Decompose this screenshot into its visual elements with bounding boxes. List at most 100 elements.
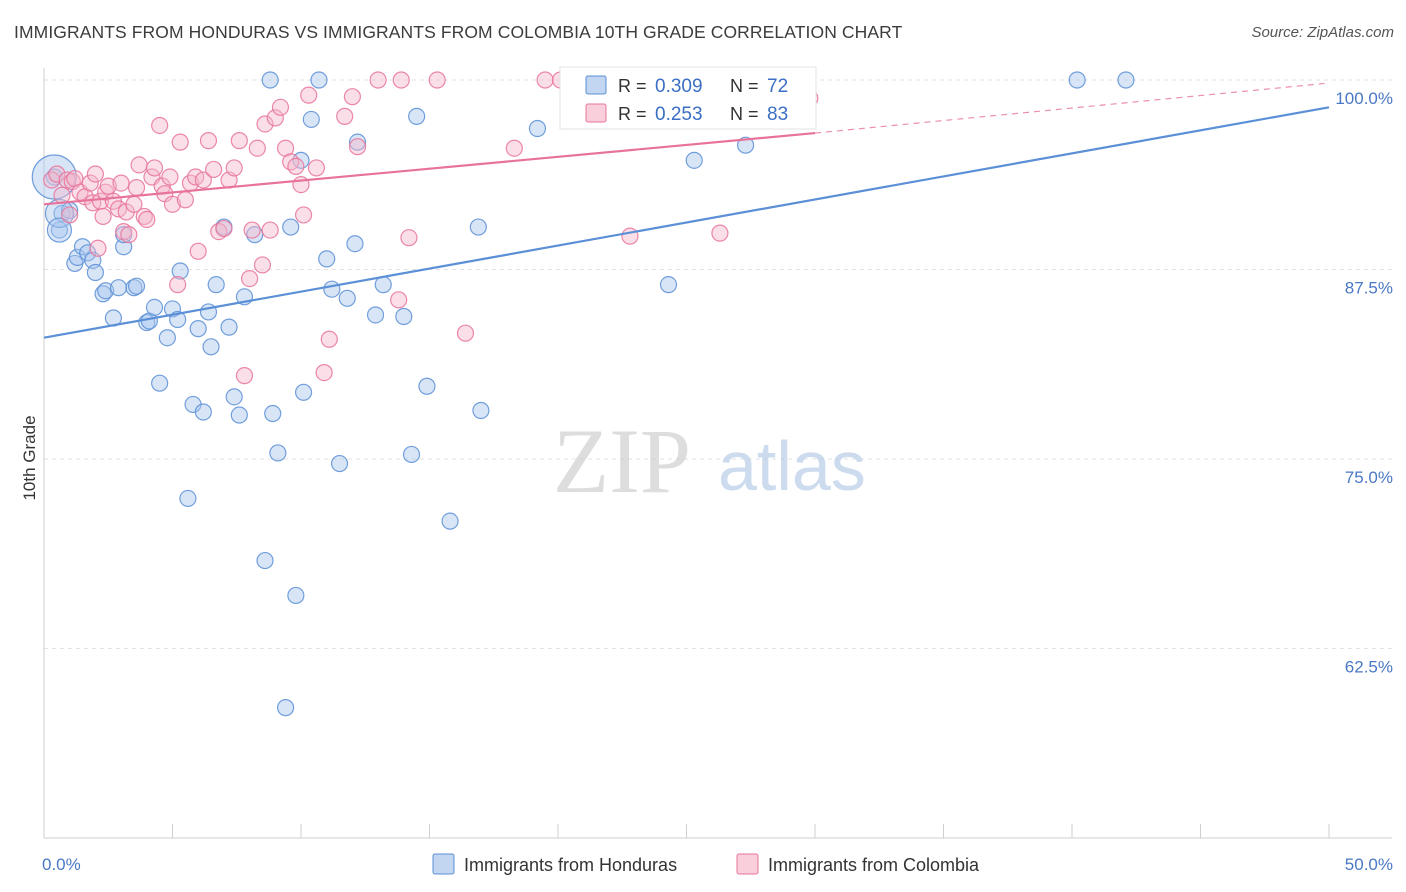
point-honduras: [402, 445, 421, 464]
point-honduras: [310, 71, 328, 89]
tick-labels: 62.5% 75.0% 87.5% 100.0% 0.0% 50.0%: [42, 89, 1393, 874]
point-colombia: [243, 221, 261, 239]
point-honduras: [171, 262, 189, 280]
point-colombia: [225, 159, 243, 177]
point-honduras: [86, 263, 105, 282]
point-colombia: [81, 174, 99, 192]
point-honduras: [348, 133, 367, 151]
watermark-zip: ZIP: [553, 410, 691, 512]
point-honduras: [287, 586, 305, 605]
y-tick-label: 62.5%: [1345, 658, 1393, 677]
point-honduras: [45, 168, 63, 186]
point-honduras: [302, 110, 320, 129]
point-colombia: [163, 195, 182, 213]
point-colombia: [205, 160, 223, 179]
point-colombia: [505, 139, 523, 157]
point-colombia: [320, 330, 338, 348]
point-colombia: [536, 71, 554, 89]
point-colombia: [199, 132, 218, 150]
point-colombia: [89, 239, 107, 257]
x-tick-label-min: 0.0%: [42, 855, 81, 874]
point-large-honduras: [46, 217, 73, 243]
point-honduras: [50, 221, 69, 239]
point-colombia: [94, 207, 112, 226]
point-honduras: [94, 285, 112, 303]
point-colombia: [390, 291, 408, 309]
point-colombia: [287, 157, 305, 176]
point-honduras: [323, 280, 341, 298]
source-credit: Source: ZipAtlas.com: [1251, 24, 1394, 41]
point-honduras: [1117, 71, 1135, 89]
watermark-atlas: atlas: [718, 427, 866, 505]
chart-title: IMMIGRANTS FROM HONDURAS VS IMMIGRANTS F…: [14, 22, 903, 42]
point-honduras: [294, 383, 313, 401]
y-tick-label: 100.0%: [1335, 89, 1393, 108]
point-colombia: [230, 132, 248, 150]
point-honduras: [408, 107, 426, 125]
point-colombia: [343, 88, 361, 106]
trend-lines: [43, 82, 1330, 339]
point-honduras: [441, 512, 459, 530]
point-colombia: [235, 367, 254, 385]
legend-n-label-honduras: N =: [730, 76, 759, 96]
point-honduras: [685, 151, 703, 169]
point-colombia: [194, 171, 212, 189]
point-colombia: [300, 86, 318, 104]
x-tick-label-max: 50.0%: [1345, 855, 1393, 874]
point-honduras: [194, 403, 212, 421]
point-colombia: [99, 177, 117, 195]
point-honduras: [469, 218, 487, 236]
point-honduras: [1068, 71, 1086, 89]
axes: [43, 68, 1392, 839]
point-colombia: [145, 159, 164, 177]
point-colombia: [456, 324, 475, 342]
point-colombia: [248, 139, 266, 157]
point-colombia: [161, 168, 179, 186]
point-honduras: [179, 489, 197, 508]
point-colombia: [307, 159, 326, 177]
trend-line-honduras: [43, 106, 1330, 339]
point-honduras: [395, 307, 413, 326]
point-honduras: [330, 454, 349, 473]
point-honduras: [264, 404, 282, 423]
stats-legend: R = 0.309 N = 72 R = 0.253 N = 83: [559, 66, 817, 130]
bottom-legend-label-colombia: Immigrants from Colombia: [768, 855, 980, 875]
point-honduras: [225, 388, 243, 406]
point-honduras: [151, 374, 169, 392]
point-colombia: [392, 71, 410, 89]
legend-r-label-honduras: R =: [618, 76, 647, 96]
point-honduras: [528, 119, 547, 138]
point-honduras: [472, 401, 490, 420]
point-colombia: [428, 71, 446, 89]
point-honduras: [366, 306, 385, 324]
point-colombia: [138, 210, 156, 229]
point-colombia: [369, 71, 387, 89]
legend-n-value-colombia: 83: [767, 104, 788, 125]
point-colombia: [266, 109, 284, 127]
legend-swatch-colombia: [585, 103, 607, 123]
point-colombia: [127, 179, 146, 197]
point-honduras: [374, 276, 392, 294]
point-honduras: [127, 277, 146, 295]
point-honduras: [318, 250, 336, 268]
point-colombia: [151, 116, 169, 135]
watermark: ZIP atlas: [553, 410, 866, 512]
point-honduras: [220, 318, 238, 336]
point-colombia: [112, 174, 130, 192]
legend-n-label-colombia: N =: [730, 104, 759, 124]
point-honduras: [145, 298, 164, 316]
point-colombia: [400, 229, 418, 247]
point-honduras: [158, 329, 176, 347]
point-colombia: [176, 191, 194, 209]
bottom-legend-swatch-honduras: [432, 853, 455, 875]
point-colombia: [241, 269, 259, 288]
point-colombia: [130, 156, 148, 174]
y-tick-label: 75.0%: [1345, 468, 1393, 487]
point-honduras: [659, 276, 678, 294]
legend-r-value-honduras: 0.309: [655, 76, 703, 97]
bottom-legend-label-honduras: Immigrants from Honduras: [464, 855, 677, 875]
point-honduras: [230, 406, 248, 424]
point-colombia: [189, 242, 207, 260]
trend-line-colombia: [43, 131, 816, 206]
point-colombia: [294, 206, 313, 224]
